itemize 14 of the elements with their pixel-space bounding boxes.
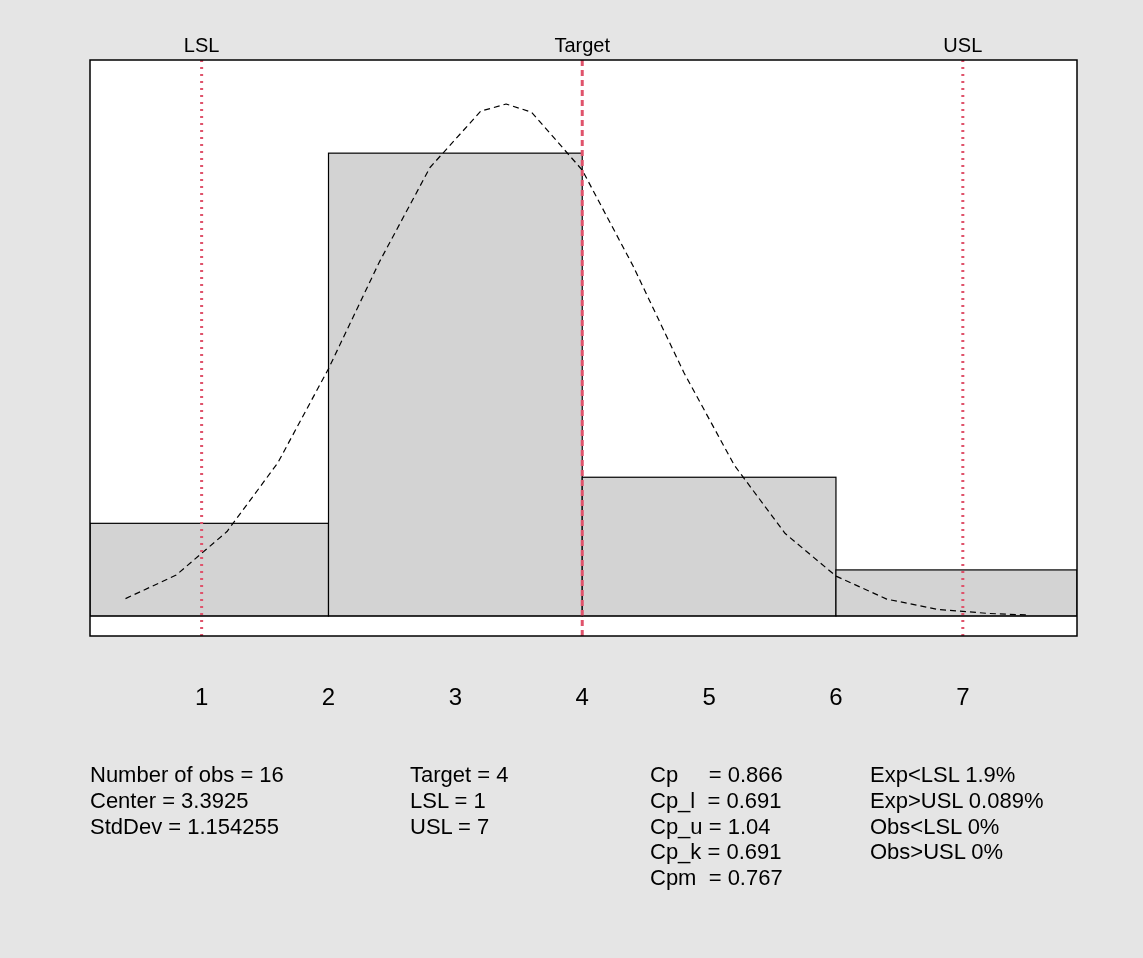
text: Exp<LSL 1.9% Exp>USL 0.089% Obs<LSL 0% Obs>USL 0% (870, 762, 1044, 865)
text: Target = 4 LSL = 1 USL = 7 (410, 762, 509, 839)
x-tick-label: 4 (575, 683, 589, 710)
x-tick-label: 6 (829, 683, 843, 710)
ref-line-label: Target (554, 34, 611, 56)
text: Cp = 0.866 Cp_l = 0.691 Cp_u = 1.04 Cp_k = 0.691 Cpm = 0.767 (650, 762, 783, 891)
x-tick-label: 1 (194, 683, 209, 710)
x-tick-label: 7 (956, 683, 970, 710)
x-tick-label: 5 (702, 683, 716, 710)
text: Number of obs = 16 Center = 3.3925 StdDev = 1.154255 (90, 762, 284, 839)
x-tick-label: 2 (321, 683, 336, 710)
ref-line-label: LSL (183, 34, 220, 56)
x-tick-label: 3 (448, 683, 463, 710)
ref-line-label: USL (943, 34, 983, 56)
